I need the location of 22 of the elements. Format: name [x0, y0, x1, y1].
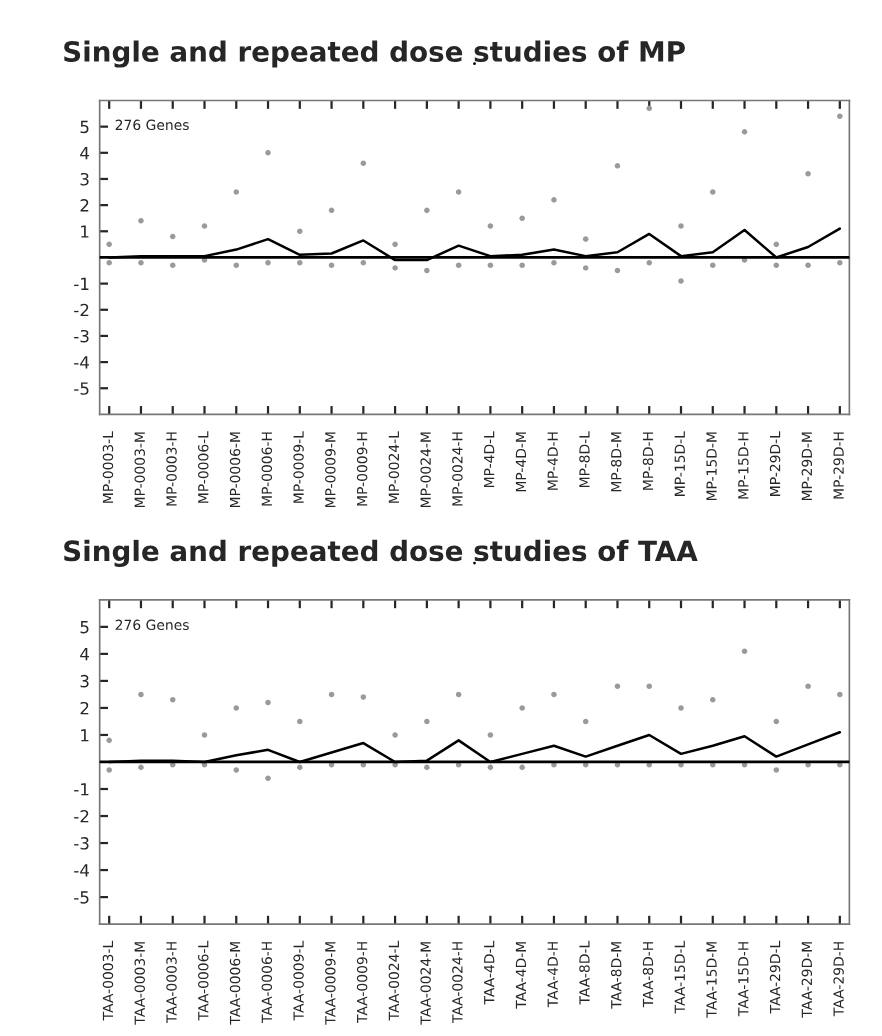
y-tick-label: 2 [80, 199, 89, 212]
y-tick-label: 4 [80, 648, 90, 661]
y-tick-label: -2 [74, 303, 89, 317]
y-tick-label: -3 [74, 837, 89, 850]
y-tick-label: 2 [80, 701, 89, 715]
y-tick-label: 5 [80, 120, 89, 134]
y-tick-label: 3 [80, 674, 89, 688]
y-tick-label: -4 [74, 356, 90, 369]
y-tick-label: -1 [74, 277, 89, 290]
y-tick-label: -5 [74, 382, 89, 395]
y-tick-label: -5 [74, 891, 89, 904]
y-tick-label: -1 [74, 783, 89, 796]
y-tick-label: -2 [74, 809, 89, 823]
y-tick-label: 1 [81, 225, 89, 238]
y-tick-label: 1 [81, 729, 89, 742]
y-tick-label: 4 [80, 146, 90, 160]
y-tick-label: -3 [74, 329, 89, 343]
chart-title: Single and repeated dose studies of TAA [64, 539, 698, 567]
chart-title: Single and repeated dose studies of MP [64, 40, 685, 68]
y-tick-label: -4 [74, 864, 90, 877]
y-tick-label: 3 [80, 172, 89, 186]
y-tick-label: 5 [80, 621, 89, 634]
